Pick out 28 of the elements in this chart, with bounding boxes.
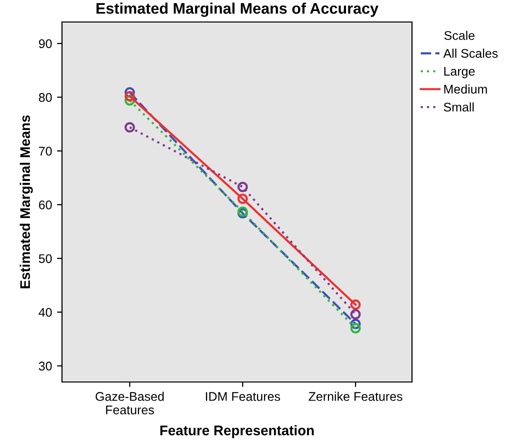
x-tick-label: IDM Features [206,392,280,401]
y-tick-label: 80 [38,93,52,102]
y-tick-label: 50 [38,254,52,264]
y-tick-label: 40 [38,308,52,317]
x-tick-label: Zernike Features [308,392,402,401]
x-tick-label: Gaze-Based Features [96,392,164,414]
point [350,323,361,334]
y-tick-label: 70 [39,146,52,156]
point [124,95,135,106]
point [237,194,248,204]
y-tick-label: 60 [39,200,52,210]
point [350,299,361,310]
point [350,309,361,320]
legend-label: Small [444,102,474,112]
point [124,122,135,133]
legend-label: Medium [444,84,487,94]
y-tick-label: 30 [38,362,52,371]
x-axis-title: Feature Representation [160,425,314,438]
chart-title: Estimated Marginal Means of Accuracy [96,2,378,17]
y-tick-label: 90 [38,39,52,48]
legend-title: Scale [444,30,475,40]
point [124,87,135,98]
y-axis-title: Estimated Marginal Means [20,115,33,288]
legend-label: Large [444,67,475,78]
point [124,90,135,102]
point [350,318,361,330]
legend-label: All Scales [443,48,498,58]
point [237,182,248,192]
